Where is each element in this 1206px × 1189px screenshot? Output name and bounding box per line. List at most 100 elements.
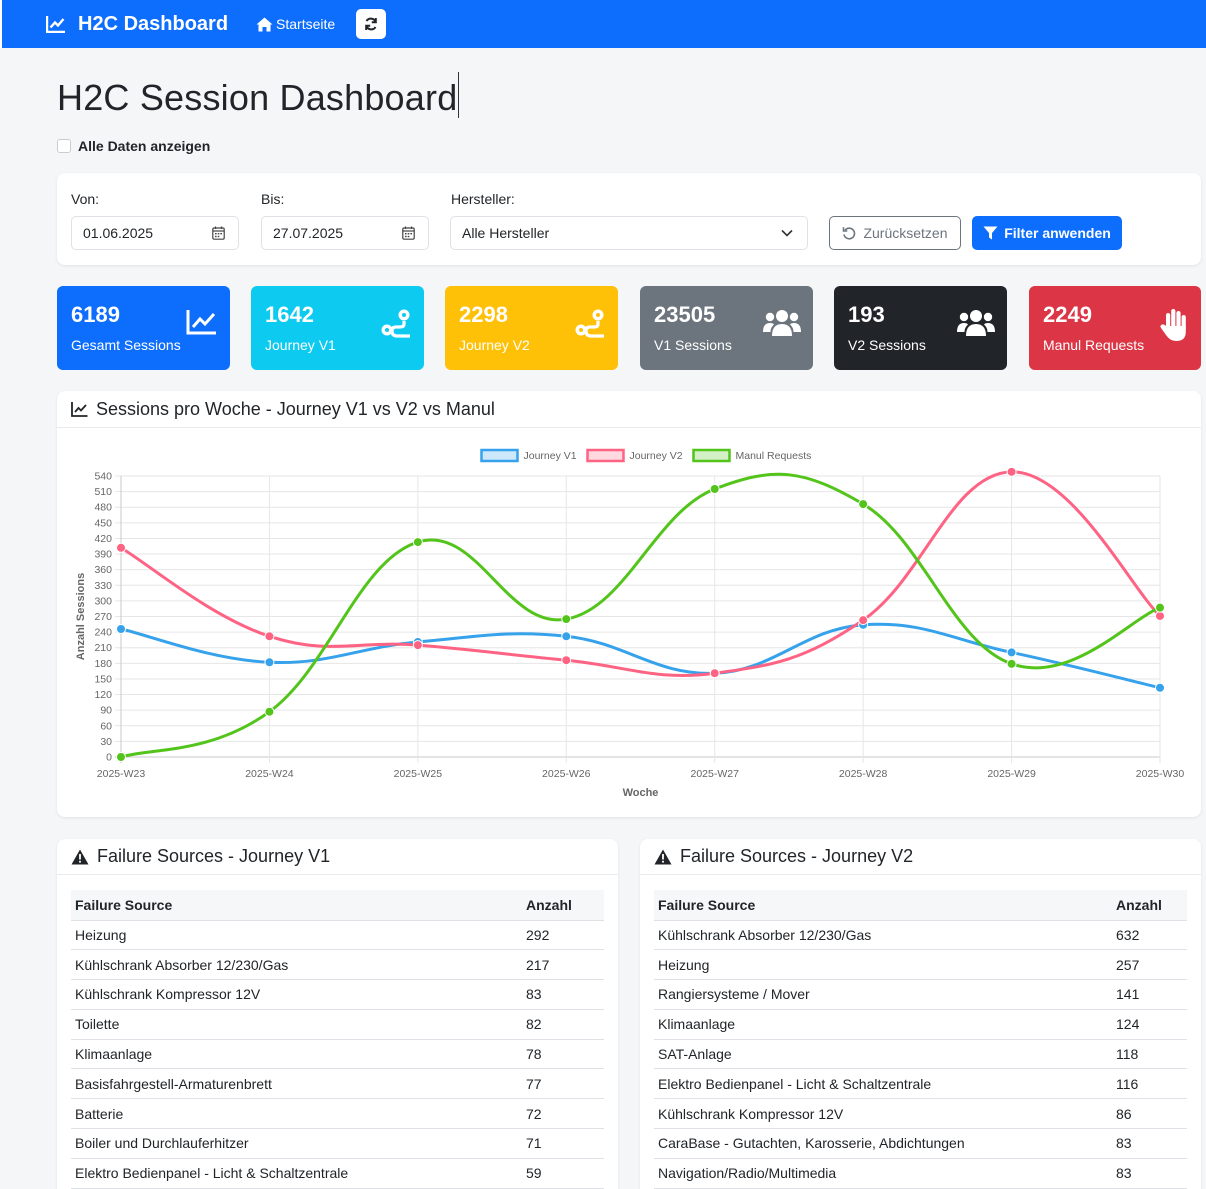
count-cell: 72 [522, 1098, 604, 1130]
stat-value: 23505 [654, 302, 716, 327]
table-row: Elektro Bedienpanel - Licht & Schaltzent… [71, 1158, 604, 1189]
filter-card: Von: 01.06.2025 Bis: 27.07.2025 Herstell… [57, 173, 1201, 265]
y-tick-label: 330 [94, 580, 112, 592]
from-date-value: 01.06.2025 [83, 225, 154, 241]
y-axis-title: Anzahl Sessions [75, 573, 87, 660]
y-tick-label: 60 [100, 720, 112, 732]
y-tick-label: 360 [94, 564, 112, 576]
table-row: Boiler und Durchlauferhitzer 71 [71, 1128, 604, 1159]
count-cell: 118 [1112, 1039, 1187, 1070]
stat-label: Gesamt Sessions [71, 337, 181, 353]
count-cell: 124 [1112, 1009, 1187, 1040]
route-icon [575, 309, 604, 338]
y-tick-label: 300 [94, 595, 112, 607]
show-all-checkbox[interactable] [57, 139, 71, 153]
stat-label: Manul Requests [1043, 337, 1145, 353]
y-tick-label: 180 [94, 658, 112, 670]
legend-label: Manul Requests [736, 450, 812, 462]
count-cell: 632 [1112, 920, 1187, 951]
failure-source-cell: Heizung [71, 920, 522, 951]
table-row: Heizung 257 [654, 949, 1187, 981]
failure-source-cell: Basisfahrgestell-Armaturenbrett [71, 1068, 522, 1100]
failure-source-cell: Klimaanlage [654, 1009, 1112, 1040]
filter-icon [983, 226, 998, 240]
hand-icon [1160, 309, 1186, 341]
failure-source-cell: Batterie [71, 1098, 522, 1130]
from-date-input[interactable]: 01.06.2025 [71, 216, 239, 250]
table-row: Kühlschrank Kompressor 12V 83 [71, 979, 604, 1010]
brand-link[interactable]: H2C Dashboard [46, 13, 228, 36]
stat-card-v1-sessions: 23505 V1 Sessions [640, 286, 813, 370]
data-point [264, 657, 275, 668]
data-point [412, 537, 423, 548]
stat-card-journey-v2: 2298 Journey V2 [445, 286, 618, 370]
show-all-toggle[interactable]: Alle Daten anzeigen [57, 138, 210, 154]
table-row: Basisfahrgestell-Armaturenbrett 77 [71, 1068, 604, 1100]
count-cell: 141 [1112, 979, 1187, 1010]
stat-value: 1642 [265, 302, 314, 327]
failure-sources-v2-card: Failure Sources - Journey V2 Failure Sou… [640, 839, 1201, 1189]
reset-button[interactable]: Zurücksetzen [829, 216, 961, 250]
table-header-row: Failure Source Anzahl [71, 890, 604, 921]
apply-filter-button[interactable]: Filter anwenden [972, 216, 1122, 250]
stat-value: 6189 [71, 302, 120, 327]
warning-icon [71, 849, 89, 864]
maker-select[interactable]: Alle Hersteller [450, 216, 808, 250]
legend-swatch [692, 448, 731, 463]
failure-source-cell: Kühlschrank Kompressor 12V [71, 979, 522, 1010]
refresh-icon [365, 17, 377, 31]
table-row: Toilette 82 [71, 1009, 604, 1040]
route-icon [381, 309, 410, 338]
legend-label: Journey V2 [630, 450, 683, 462]
x-tick-label: 2025-W26 [542, 768, 591, 780]
x-tick-label: 2025-W23 [97, 768, 146, 780]
users-icon [957, 310, 995, 336]
data-point [1155, 682, 1165, 693]
reset-label: Zurücksetzen [863, 225, 948, 241]
table-row: Kühlschrank Absorber 12/230/Gas 217 [71, 949, 604, 981]
to-date-input[interactable]: 27.07.2025 [261, 216, 429, 250]
table-row: Kühlschrank Absorber 12/230/Gas 632 [654, 920, 1187, 951]
x-tick-label: 2025-W27 [690, 768, 739, 780]
data-point [264, 631, 275, 642]
table-row: Rangiersysteme / Mover 141 [654, 979, 1187, 1010]
legend-swatch [586, 448, 625, 463]
stat-value: 2298 [459, 302, 508, 327]
page-title: H2C Session Dashboard [57, 72, 460, 119]
table-v2-header: Failure Sources - Journey V2 [640, 839, 1201, 875]
y-tick-label: 510 [94, 486, 112, 498]
home-icon [256, 17, 273, 31]
nav-home-link[interactable]: Startseite [256, 16, 335, 32]
data-point [561, 655, 572, 666]
y-tick-label: 90 [100, 705, 112, 717]
y-tick-label: 540 [94, 471, 112, 483]
data-point [709, 484, 720, 495]
stat-value: 193 [848, 302, 885, 327]
y-tick-label: 30 [100, 736, 112, 748]
chart-card-header: Sessions pro Woche - Journey V1 vs V2 vs… [57, 391, 1201, 428]
data-point [561, 631, 572, 642]
x-tick-label: 2025-W25 [394, 768, 443, 780]
warning-icon [654, 849, 672, 864]
table-header-row: Failure Source Anzahl [654, 890, 1187, 921]
failure-sources-v1-card: Failure Sources - Journey V1 Failure Sou… [57, 839, 618, 1189]
count-cell: 59 [522, 1158, 604, 1189]
refresh-button[interactable] [356, 9, 387, 39]
table-row: Batterie 72 [71, 1098, 604, 1130]
y-tick-label: 480 [94, 502, 112, 514]
column-header: Anzahl [1112, 890, 1187, 921]
table-row: SAT-Anlage 118 [654, 1039, 1187, 1070]
chevron-down-icon [781, 229, 793, 237]
x-tick-label: 2025-W30 [1136, 768, 1185, 780]
calendar-icon [212, 226, 225, 240]
table-row: Kühlschrank Kompressor 12V 86 [654, 1098, 1187, 1130]
series-line [120, 622, 1161, 690]
failure-source-cell: Elektro Bedienpanel - Licht & Schaltzent… [654, 1068, 1112, 1100]
x-tick-label: 2025-W24 [245, 768, 294, 780]
sessions-line-chart: 0 30 60 90 120 150 180 210 240 270 300 330 360 390 420… [75, 448, 1185, 799]
failure-sources-v2-table: Failure Source Anzahl Kühlschrank Absorb… [654, 890, 1187, 1189]
count-cell: 217 [522, 949, 604, 981]
failure-source-cell: Kühlschrank Absorber 12/230/Gas [71, 949, 522, 981]
count-cell: 78 [522, 1039, 604, 1070]
brand-title: H2C Dashboard [78, 12, 229, 35]
